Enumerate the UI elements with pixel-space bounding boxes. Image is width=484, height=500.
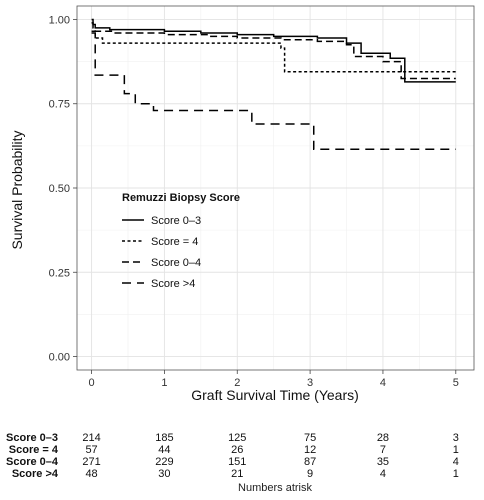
legend-label: Score 0–3 [151,215,201,227]
y-tick-label: 1.00 [49,14,70,26]
series-line-4 [91,32,456,150]
x-tick-label: 3 [307,377,313,389]
y-tick-label: 0.75 [49,99,70,111]
y-axis-title: Survival Probability [9,130,25,249]
x-axis-title: Graft Survival Time (Years) [191,387,359,403]
risk-count: 12 [304,444,316,456]
risk-count: 30 [158,468,170,480]
series-line-2 [91,30,456,73]
risk-count: 44 [158,444,170,456]
y-tick-label: 0.50 [49,183,70,195]
risk-count: 1 [453,444,459,456]
risk-row-label: Score = 4 [9,444,59,456]
survival-curves [91,18,456,150]
risk-count: 214 [82,432,100,444]
risk-count: 75 [304,432,316,444]
series-line-3 [91,22,456,80]
axis-ticks: 0 1 2 3 4 5 0.00 0.25 0.50 0.75 1.00 [49,14,459,389]
risk-count: 7 [380,444,386,456]
risk-row-label: Score >4 [12,468,59,480]
risk-count: 4 [453,456,459,468]
x-tick-label: 1 [161,377,167,389]
risk-count: 125 [228,432,246,444]
x-tick-label: 0 [89,377,95,389]
x-tick-label: 5 [453,377,459,389]
risk-count: 57 [85,444,97,456]
legend-label: Score = 4 [151,236,198,248]
risk-count: 9 [307,468,313,480]
risk-count: 21 [231,468,243,480]
risk-count: 271 [82,456,100,468]
risk-count: 1 [453,468,459,480]
x-tick-label: 2 [234,377,240,389]
risk-row-label: Score 0–4 [6,456,59,468]
risk-count: 35 [377,456,389,468]
y-tick-label: 0.00 [49,352,70,364]
risk-count: 48 [85,468,97,480]
risk-count: 3 [453,432,459,444]
risk-count: 151 [228,456,246,468]
risk-row-label: Score 0–3 [6,432,58,444]
legend-label: Score 0–4 [151,257,201,269]
risk-table-caption: Numbers atrisk [238,482,312,494]
legend-label: Score >4 [151,278,195,290]
legend: Remuzzi Biopsy Score Score 0–3 Score = 4 S… [122,192,240,290]
legend-title: Remuzzi Biopsy Score [122,192,240,204]
risk-count: 185 [155,432,173,444]
series-line-1 [91,18,456,83]
risk-count: 87 [304,456,316,468]
grid-lines [77,6,474,370]
risk-count: 26 [231,444,243,456]
risk-count: 28 [377,432,389,444]
x-tick-label: 4 [380,377,386,389]
y-tick-label: 0.25 [49,267,70,279]
risk-count: 4 [380,468,386,480]
risk-count: 229 [155,456,173,468]
